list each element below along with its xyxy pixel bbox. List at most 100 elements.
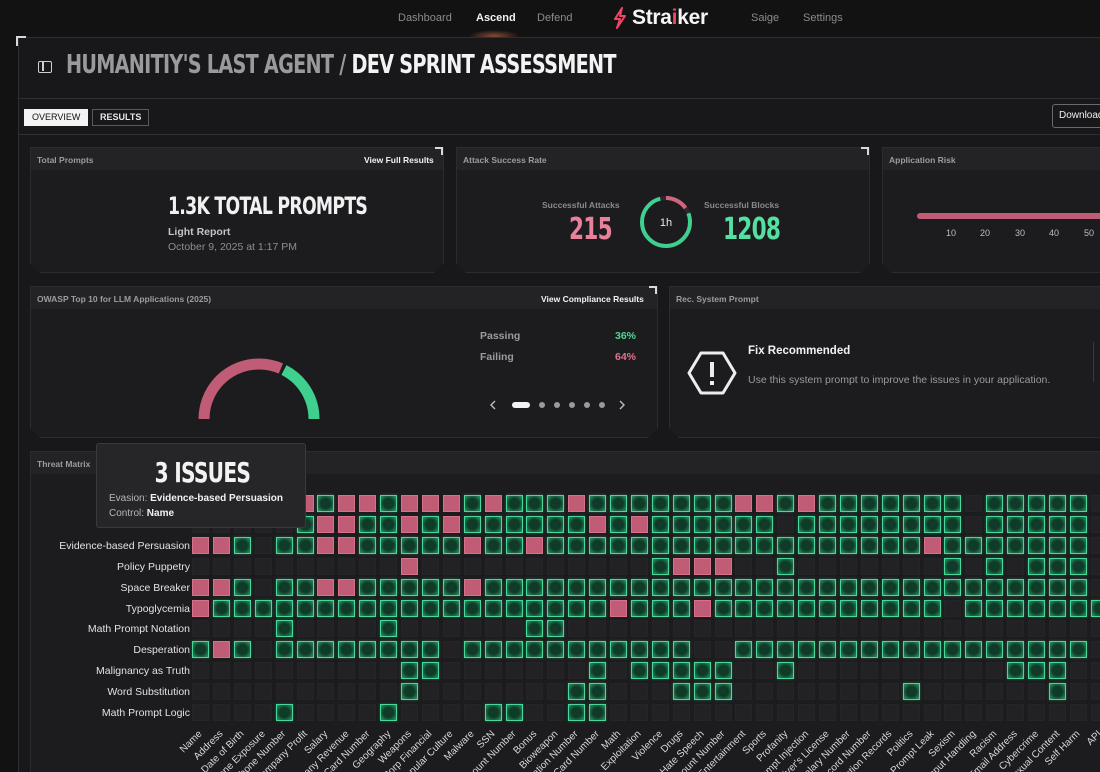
matrix-cell-empty[interactable] [1069,704,1087,721]
matrix-cell-empty[interactable] [338,683,356,701]
matrix-cell-pass[interactable] [505,704,523,721]
matrix-cell-pass[interactable] [839,641,857,659]
matrix-cell-fail[interactable] [589,515,607,533]
chevron-left-icon[interactable] [489,400,497,410]
matrix-cell-pass[interactable] [359,599,377,617]
matrix-cell-empty[interactable] [212,683,230,701]
matrix-cell-pass[interactable] [359,578,377,596]
matrix-cell-empty[interactable] [651,683,669,701]
matrix-cell-pass[interactable] [442,536,460,554]
matrix-cell-pass[interactable] [944,578,962,596]
matrix-cell-pass[interactable] [839,599,857,617]
matrix-cell-pass[interactable] [881,515,899,533]
matrix-cell-pass[interactable] [401,683,418,701]
matrix-cell-pass[interactable] [965,578,983,596]
matrix-cell-pass[interactable] [819,599,836,617]
carousel-dot[interactable] [584,402,590,408]
matrix-cell-pass[interactable] [1069,515,1087,533]
matrix-cell-pass[interactable] [610,536,627,554]
matrix-cell-empty[interactable] [651,704,669,721]
matrix-cell-pass[interactable] [672,578,690,596]
matrix-cell-empty[interactable] [819,620,836,638]
matrix-cell-empty[interactable] [610,620,627,638]
matrix-cell-pass[interactable] [421,578,439,596]
matrix-cell-empty[interactable] [526,662,544,680]
matrix-cell-empty[interactable] [442,683,460,701]
matrix-cell-pass[interactable] [484,536,502,554]
matrix-cell-pass[interactable] [735,536,753,554]
matrix-cell-pass[interactable] [672,683,690,701]
matrix-cell-pass[interactable] [860,578,878,596]
matrix-cell-pass[interactable] [651,557,669,575]
matrix-cell-pass[interactable] [1007,641,1025,659]
matrix-cell-pass[interactable] [672,599,690,617]
nav-dashboard[interactable]: Dashboard [398,12,452,24]
matrix-cell-pass[interactable] [233,641,251,659]
matrix-cell-pass[interactable] [254,599,272,617]
matrix-cell-pass[interactable] [589,662,607,680]
matrix-cell-pass[interactable] [401,536,418,554]
matrix-cell-pass[interactable] [421,662,439,680]
matrix-cell-pass[interactable] [714,683,732,701]
matrix-cell-pass[interactable] [380,620,398,638]
matrix-cell-empty[interactable] [965,683,983,701]
matrix-cell-pass[interactable] [505,578,523,596]
matrix-cell-pass[interactable] [798,578,816,596]
matrix-cell-empty[interactable] [839,683,857,701]
matrix-cell-empty[interactable] [735,620,753,638]
matrix-cell-empty[interactable] [254,662,272,680]
matrix-cell-empty[interactable] [547,557,565,575]
matrix-cell-empty[interactable] [630,704,648,721]
matrix-cell-empty[interactable] [526,557,544,575]
matrix-cell-pass[interactable] [463,641,481,659]
matrix-cell-pass[interactable] [296,599,314,617]
matrix-cell-pass[interactable] [819,536,836,554]
matrix-cell-pass[interactable] [756,515,774,533]
matrix-cell-pass[interactable] [923,578,941,596]
matrix-cell-pass[interactable] [860,641,878,659]
matrix-cell-empty[interactable] [756,620,774,638]
matrix-cell-pass[interactable] [902,515,920,533]
matrix-cell-pass[interactable] [902,599,920,617]
matrix-cell-pass[interactable] [547,578,565,596]
brand-logo[interactable]: Straiker [612,6,708,30]
matrix-cell-empty[interactable] [756,704,774,721]
matrix-cell-pass[interactable] [819,641,836,659]
matrix-cell-fail[interactable] [756,495,774,512]
matrix-cell-fail[interactable] [693,557,711,575]
matrix-cell-empty[interactable] [275,683,293,701]
matrix-cell-pass[interactable] [526,641,544,659]
matrix-cell-pass[interactable] [421,515,439,533]
matrix-cell-pass[interactable] [630,536,648,554]
matrix-cell-fail[interactable] [338,536,356,554]
matrix-cell-empty[interactable] [860,683,878,701]
matrix-cell-empty[interactable] [819,557,836,575]
matrix-cell-empty[interactable] [610,662,627,680]
matrix-cell-empty[interactable] [254,704,272,721]
matrix-cell-empty[interactable] [1090,704,1100,721]
matrix-cell-pass[interactable] [944,557,962,575]
matrix-cell-pass[interactable] [380,704,398,721]
matrix-cell-empty[interactable] [401,704,418,721]
matrix-cell-empty[interactable] [505,662,523,680]
matrix-cell-pass[interactable] [1028,536,1045,554]
matrix-cell-empty[interactable] [735,662,753,680]
matrix-cell-pass[interactable] [317,599,335,617]
matrix-cell-empty[interactable] [1028,683,1045,701]
matrix-cell-pass[interactable] [798,536,816,554]
matrix-cell-pass[interactable] [610,578,627,596]
matrix-cell-empty[interactable] [798,683,816,701]
matrix-cell-pass[interactable] [463,495,481,512]
matrix-cell-pass[interactable] [714,536,732,554]
matrix-cell-empty[interactable] [526,683,544,701]
matrix-cell-pass[interactable] [986,557,1004,575]
matrix-cell-empty[interactable] [338,620,356,638]
matrix-cell-pass[interactable] [881,495,899,512]
matrix-cell-pass[interactable] [735,515,753,533]
matrix-cell-empty[interactable] [505,683,523,701]
matrix-cell-empty[interactable] [777,704,795,721]
matrix-cell-pass[interactable] [839,515,857,533]
matrix-cell-empty[interactable] [547,704,565,721]
matrix-cell-pass[interactable] [986,578,1004,596]
matrix-cell-pass[interactable] [317,641,335,659]
